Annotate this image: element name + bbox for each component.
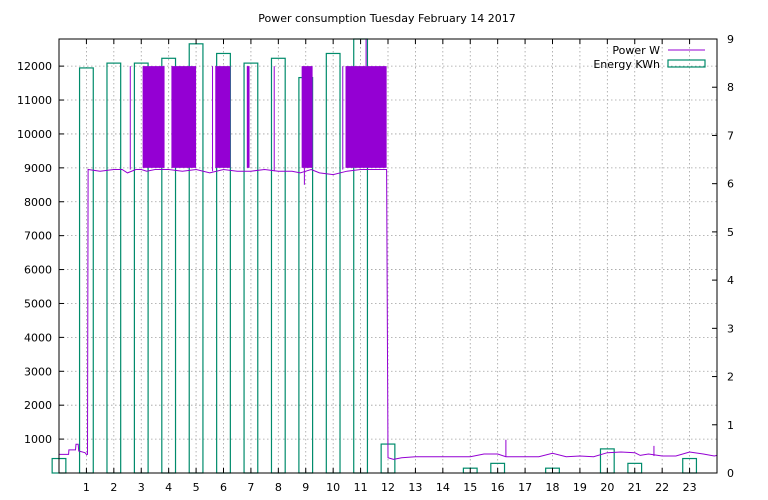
y-left-tick-label: 11000 (17, 94, 52, 107)
legend: Power W Energy KWh (593, 44, 706, 71)
legend-sample-energy (667, 59, 706, 68)
y-left-tick-label: 4000 (24, 331, 52, 344)
x-tick-label: 22 (655, 481, 669, 494)
y-left-tick-label: 3000 (24, 365, 52, 378)
x-tick-label: 4 (165, 481, 172, 494)
power-dense-region (215, 66, 231, 168)
x-tick-label: 18 (546, 481, 560, 494)
y-right-tick-label: 4 (727, 274, 734, 287)
x-tick-label: 5 (193, 481, 200, 494)
chart-title: Power consumption Tuesday February 14 20… (258, 12, 515, 25)
y-right-tick-label: 7 (727, 129, 734, 142)
legend-label-energy: Energy KWh (593, 58, 660, 71)
power-dense-region (142, 66, 165, 168)
legend-label-power: Power W (612, 44, 660, 57)
y-right-tick-label: 8 (727, 81, 734, 94)
power-dense-region (171, 66, 197, 168)
y-left-tick-label: 12000 (17, 60, 52, 73)
x-tick-label: 8 (275, 481, 282, 494)
y-right-tick-label: 0 (727, 467, 734, 480)
y-right-tick-label: 6 (727, 178, 734, 191)
x-tick-label: 20 (600, 481, 614, 494)
x-tick-label: 17 (518, 481, 532, 494)
x-tick-label: 13 (408, 481, 422, 494)
x-axis-ticks: 1 2 3 4 5 6 7 8 9 10 11 12 13 14 15 16 17 18 19 20 21 22 23 (83, 39, 697, 494)
x-tick-label: 21 (628, 481, 642, 494)
x-tick-label: 7 (247, 481, 254, 494)
grid (59, 39, 717, 473)
y-left-tick-label: 7000 (24, 230, 52, 243)
power-dense-region (246, 66, 250, 168)
x-tick-label: 11 (354, 481, 368, 494)
y-right-tick-label: 1 (727, 419, 734, 432)
power-dense-region (345, 66, 387, 168)
y-left-tick-label: 8000 (24, 196, 52, 209)
x-tick-label: 23 (683, 481, 697, 494)
power-dense-region (301, 66, 313, 168)
x-tick-label: 10 (326, 481, 340, 494)
x-tick-label: 9 (302, 481, 309, 494)
x-tick-label: 1 (83, 481, 90, 494)
x-tick-label: 15 (463, 481, 477, 494)
y-left-tick-label: 5000 (24, 297, 52, 310)
x-tick-label: 14 (436, 481, 450, 494)
y-left-tick-label: 6000 (24, 264, 52, 277)
x-tick-label: 6 (220, 481, 227, 494)
x-tick-label: 16 (491, 481, 505, 494)
power-line (59, 39, 718, 460)
y-left-tick-label: 10000 (17, 128, 52, 141)
x-tick-label: 12 (381, 481, 395, 494)
left-y-axis-ticks: 1000 2000 3000 4000 5000 6000 7000 8000 9000 1000… (17, 60, 64, 446)
right-y-axis-ticks: 0 1 2 3 4 5 6 7 8 9 (712, 33, 734, 480)
x-tick-label: 19 (573, 481, 587, 494)
y-left-tick-label: 1000 (24, 433, 52, 446)
x-tick-label: 3 (138, 481, 145, 494)
y-right-tick-label: 2 (727, 371, 734, 384)
y-right-tick-label: 5 (727, 226, 734, 239)
y-left-tick-label: 2000 (24, 399, 52, 412)
y-right-tick-label: 3 (727, 322, 734, 335)
y-left-tick-label: 9000 (24, 162, 52, 175)
y-right-tick-label: 9 (727, 33, 734, 46)
power-series-line (59, 168, 718, 460)
x-tick-label: 2 (110, 481, 117, 494)
